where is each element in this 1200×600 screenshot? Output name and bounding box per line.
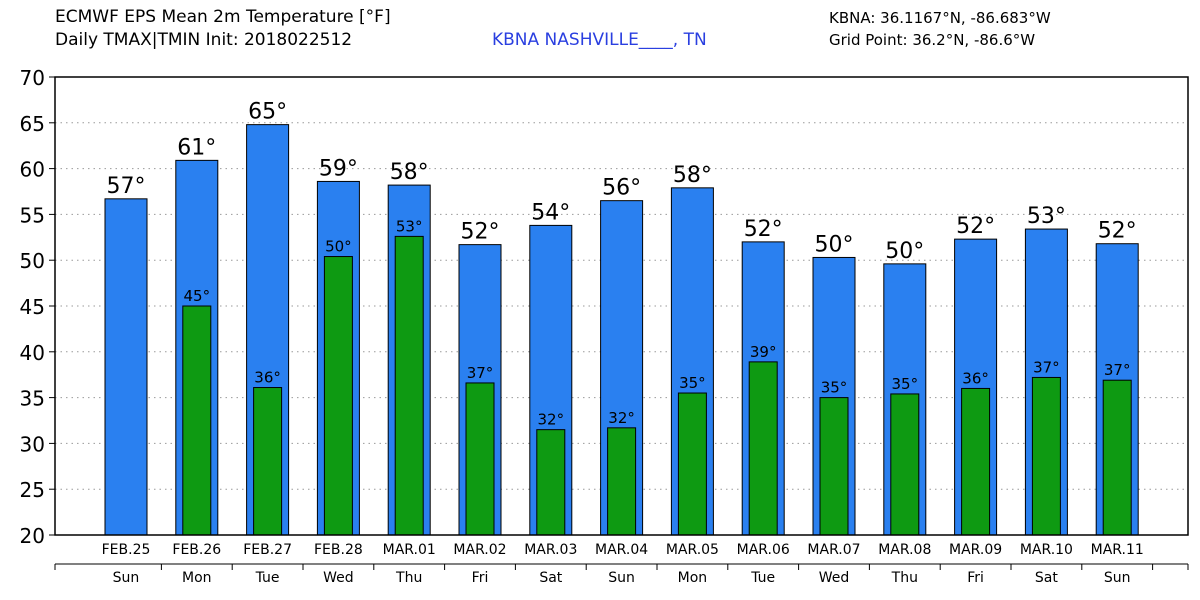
- x-date-label: MAR.10: [1020, 542, 1073, 558]
- x-date-label: MAR.08: [878, 542, 931, 558]
- tmax-label: 56°: [602, 176, 641, 201]
- tmin-label: 35°: [892, 375, 919, 393]
- x-weekday-label: Thu: [395, 570, 422, 586]
- station-name: KBNA NASHVILLE____, TN: [492, 30, 707, 50]
- x-weekday-label: Fri: [967, 570, 984, 586]
- x-date-label: MAR.01: [383, 542, 436, 558]
- y-tick-label: 25: [20, 478, 45, 502]
- y-tick-label: 35: [20, 387, 45, 411]
- tmax-label: 50°: [815, 232, 854, 257]
- tmin-bar: [323, 256, 353, 536]
- plot-frame: [54, 76, 1189, 536]
- x-date-label: MAR.09: [949, 542, 1002, 558]
- tmin-bar: [748, 361, 778, 536]
- tmin-bar: [890, 393, 920, 536]
- x-weekday-label: Mon: [182, 570, 212, 586]
- tmin-bar: [1102, 379, 1132, 536]
- x-date-label: MAR.04: [595, 542, 648, 558]
- chart-title: ECMWF EPS Mean 2m Temperature [°F]: [55, 7, 391, 27]
- tmin-label: 32°: [538, 411, 565, 429]
- x-weekday-label: Mon: [678, 570, 708, 586]
- y-tick-label: 45: [20, 295, 45, 319]
- tmin-bar: [677, 392, 707, 536]
- tmax-label: 61°: [177, 135, 216, 160]
- tmin-bar: [394, 235, 424, 536]
- x-weekday-label: Wed: [819, 570, 850, 586]
- x-weekday-label: Wed: [323, 570, 354, 586]
- tmin-label: 32°: [608, 409, 635, 427]
- tmin-bar: [1031, 376, 1061, 536]
- tmin-label: 36°: [962, 369, 989, 387]
- tmin-label: 35°: [679, 374, 706, 392]
- tmax-label: 52°: [1098, 219, 1137, 244]
- x-weekday-label: Sat: [539, 570, 562, 586]
- x-date-label: FEB.27: [243, 542, 292, 558]
- tmax-label: 58°: [390, 160, 429, 185]
- x-date-label: FEB.25: [102, 542, 151, 558]
- tmin-label: 45°: [184, 287, 211, 305]
- y-tick-label: 60: [20, 158, 45, 182]
- y-tick-label: 50: [20, 249, 45, 273]
- y-tick-label: 70: [20, 66, 45, 90]
- y-tick-label: 65: [20, 112, 45, 136]
- chart-subtitle: Daily TMAX|TMIN Init: 2018022512: [55, 30, 353, 50]
- tmin-label: 39°: [750, 343, 777, 361]
- x-weekday-label: Tue: [750, 570, 775, 586]
- tmin-bar: [536, 429, 566, 536]
- x-weekday-label: Tue: [255, 570, 280, 586]
- station-coordinates: KBNA: 36.1167°N, -86.683°W: [829, 9, 1051, 27]
- tmax-label: 52°: [956, 214, 995, 239]
- x-weekday-label: Fri: [472, 570, 489, 586]
- x-date-label: MAR.11: [1091, 542, 1144, 558]
- y-tick-label: 20: [20, 524, 45, 548]
- tmin-bar: [182, 305, 212, 536]
- tmin-bar: [465, 382, 495, 536]
- tmin-bar: [253, 387, 283, 536]
- tmin-bar: [961, 387, 991, 536]
- tmin-label: 53°: [396, 217, 423, 235]
- x-weekday-label: Sat: [1035, 570, 1058, 586]
- tmax-label: 52°: [461, 220, 500, 245]
- x-weekday-label: Sun: [1104, 570, 1131, 586]
- x-weekday-label: Thu: [891, 570, 918, 586]
- tmin-label: 37°: [1104, 361, 1131, 379]
- tmax-label: 59°: [319, 156, 358, 181]
- tmax-label: 58°: [673, 163, 712, 188]
- tmax-label: 53°: [1027, 204, 1066, 229]
- grid-point-coordinates: Grid Point: 36.2°N, -86.6°W: [829, 31, 1036, 49]
- x-date-label: MAR.07: [807, 542, 860, 558]
- y-tick-label: 40: [20, 341, 45, 365]
- x-date-label: MAR.02: [453, 542, 506, 558]
- x-date-label: FEB.28: [314, 542, 363, 558]
- tmin-label: 36°: [254, 369, 281, 387]
- x-weekday-label: Sun: [608, 570, 635, 586]
- x-date-label: MAR.03: [524, 542, 577, 558]
- x-date-label: MAR.05: [666, 542, 719, 558]
- tmax-label: 57°: [107, 174, 146, 199]
- tmax-label: 54°: [531, 200, 570, 225]
- tmin-bar: [819, 397, 849, 536]
- y-tick-label: 55: [20, 203, 45, 227]
- x-date-label: FEB.26: [172, 542, 221, 558]
- tmax-label: 65°: [248, 100, 287, 125]
- tmax-label: 50°: [885, 239, 924, 264]
- tmin-label: 35°: [821, 379, 848, 397]
- tmax-bar: [104, 198, 148, 536]
- x-date-label: MAR.06: [737, 542, 790, 558]
- x-weekday-label: Sun: [113, 570, 140, 586]
- tmin-bar: [607, 427, 637, 536]
- tmax-label: 52°: [744, 217, 783, 242]
- tmin-label: 50°: [325, 238, 352, 256]
- tmin-label: 37°: [467, 364, 494, 382]
- tmin-label: 37°: [1033, 358, 1060, 376]
- y-tick-label: 30: [20, 432, 45, 456]
